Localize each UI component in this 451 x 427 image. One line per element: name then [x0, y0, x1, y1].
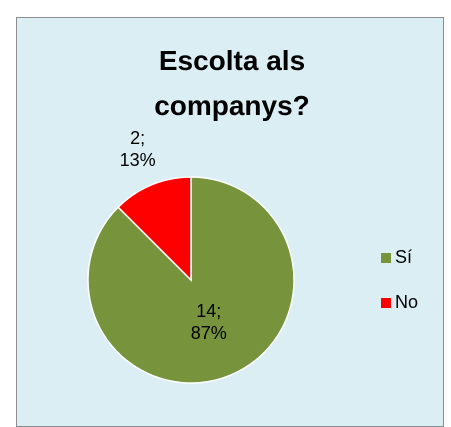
legend-swatch	[381, 298, 391, 308]
data-label: 2; 13%	[120, 128, 156, 170]
data-label-line: 87%	[191, 323, 227, 343]
data-label: 14; 87%	[191, 301, 227, 343]
data-label-line: 13%	[120, 150, 156, 170]
legend-label: Sí	[395, 247, 412, 267]
legend-swatch	[381, 253, 391, 263]
chart-title: Escolta als companys?	[154, 45, 310, 121]
data-label-line: 2;	[130, 128, 145, 148]
data-label-line: 14;	[196, 301, 221, 321]
legend-label: No	[395, 292, 418, 312]
pie-slice	[117, 176, 192, 282]
